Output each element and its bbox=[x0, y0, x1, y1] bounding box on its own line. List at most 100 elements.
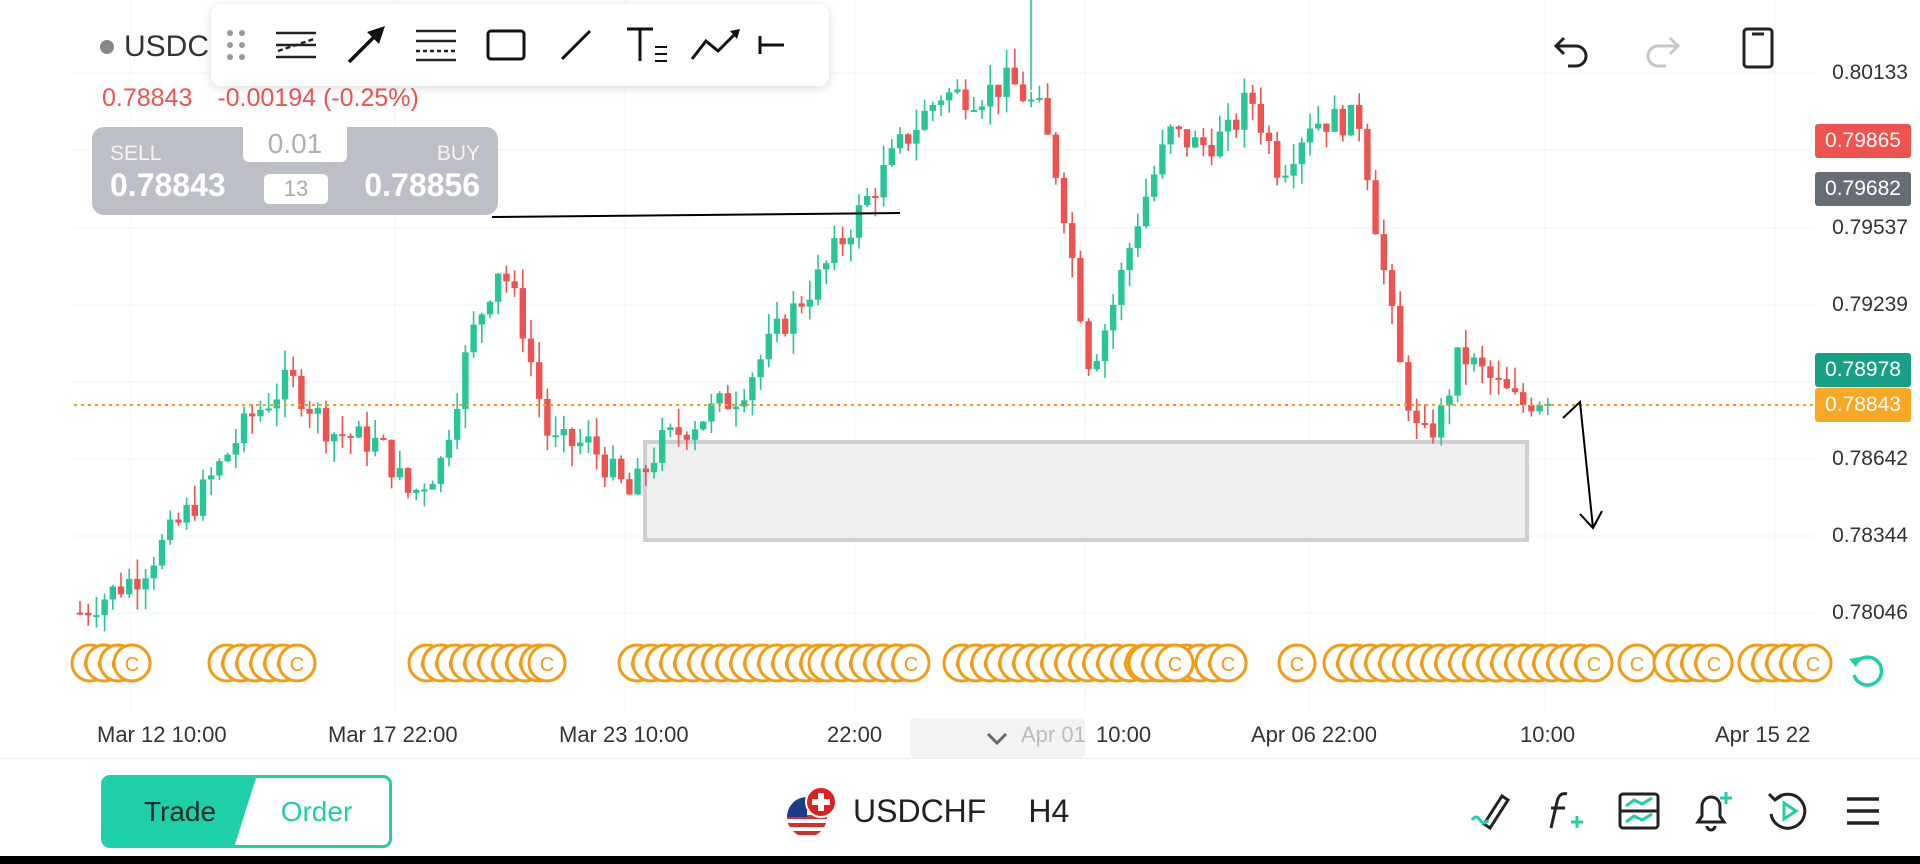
time-axis-label: Apr 01 bbox=[1021, 722, 1086, 747]
candle bbox=[1241, 78, 1248, 148]
candle bbox=[962, 79, 969, 120]
candle bbox=[495, 273, 502, 315]
calendar-event-marker[interactable]: C bbox=[1277, 643, 1317, 683]
price-chart[interactable]: CCCCCCCCCCCCCCCCCCCCCCCCCCCCCCCCCCCCCCCC… bbox=[0, 0, 1920, 760]
candle bbox=[347, 433, 354, 455]
chart-symbol-header[interactable]: USDCI bbox=[100, 30, 217, 64]
candle bbox=[609, 445, 617, 481]
fib-retracement-icon[interactable] bbox=[401, 4, 471, 86]
candle bbox=[265, 393, 272, 413]
calendar-event-marker[interactable]: C bbox=[1694, 643, 1734, 683]
candle bbox=[1380, 219, 1387, 285]
candle bbox=[1151, 165, 1158, 202]
candle bbox=[1479, 345, 1486, 384]
parallel-channel-icon[interactable] bbox=[261, 4, 331, 86]
candle bbox=[937, 95, 945, 116]
candle bbox=[298, 369, 305, 417]
calendar-event-marker[interactable]: C bbox=[891, 643, 931, 683]
candle bbox=[290, 356, 297, 388]
calendar-event-marker[interactable]: C bbox=[277, 643, 317, 683]
candle bbox=[1011, 48, 1018, 85]
calendar-event-marker[interactable]: C bbox=[1208, 643, 1248, 683]
rectangle-icon[interactable] bbox=[471, 4, 541, 86]
drawn-trend-line[interactable] bbox=[491, 212, 901, 218]
candle bbox=[1306, 113, 1314, 156]
redo-icon[interactable] bbox=[1637, 23, 1687, 73]
candle bbox=[855, 194, 863, 249]
price-alert-icon[interactable] bbox=[1688, 786, 1738, 836]
time-axis-crosshair-marker[interactable] bbox=[910, 718, 1085, 758]
candle bbox=[388, 439, 395, 489]
spread-badge: 13 bbox=[264, 174, 328, 204]
economic-events-row[interactable]: CCCCCCCCCCCCCCCCCCCCCCCCCCCCCCCCCCCCCCCC… bbox=[70, 643, 1833, 683]
undo-icon[interactable] bbox=[1547, 23, 1597, 73]
time-axis-label: 10:00 bbox=[1520, 722, 1576, 747]
calendar-event-marker[interactable]: C bbox=[1617, 643, 1657, 683]
candle bbox=[1052, 132, 1059, 185]
svg-text:C: C bbox=[1806, 654, 1820, 676]
calendar-event-marker[interactable]: C bbox=[1574, 643, 1614, 683]
candle bbox=[864, 188, 871, 207]
calendar-event-marker[interactable]: C bbox=[112, 643, 152, 683]
candle bbox=[814, 254, 822, 306]
candle bbox=[240, 406, 248, 453]
order-tab[interactable]: Order bbox=[280, 795, 353, 827]
horizontal-ray-icon[interactable] bbox=[751, 4, 791, 86]
timeframe-label[interactable]: H4 bbox=[1028, 792, 1070, 829]
svg-text:C: C bbox=[290, 654, 304, 676]
chart-templates-icon[interactable] bbox=[1614, 786, 1664, 836]
drawing-tools-icon[interactable] bbox=[1464, 786, 1514, 836]
time-axis-label: Apr 06 22:00 bbox=[1251, 722, 1377, 747]
candle bbox=[380, 434, 387, 441]
rotate-screen-icon[interactable] bbox=[1733, 22, 1783, 72]
candle bbox=[85, 603, 92, 626]
quantity-input[interactable]: 0.01 bbox=[243, 126, 347, 162]
candle bbox=[987, 64, 994, 125]
candle bbox=[1282, 164, 1289, 183]
symbol-name: USDCHF bbox=[853, 792, 987, 829]
calendar-event-marker[interactable]: C bbox=[1155, 643, 1195, 683]
candle bbox=[634, 457, 641, 496]
text-tool-icon[interactable] bbox=[611, 4, 681, 86]
path-tool-icon[interactable] bbox=[681, 4, 751, 86]
candle bbox=[462, 345, 469, 429]
trade-tab[interactable]: Trade bbox=[104, 778, 256, 845]
candle bbox=[1315, 106, 1322, 131]
candle bbox=[741, 389, 748, 413]
buy-button[interactable]: 0.78856 bbox=[364, 167, 480, 203]
time-axis-label: Apr 15 22 bbox=[1715, 722, 1811, 747]
symbol-selector[interactable]: USDCHF H4 bbox=[785, 784, 1069, 838]
drawn-projection-arrow[interactable] bbox=[1562, 399, 1603, 530]
candle bbox=[1003, 50, 1010, 113]
trade-order-toggle[interactable]: Trade Order bbox=[101, 775, 392, 848]
high-price-tag: 0.79865 bbox=[1815, 124, 1911, 158]
candle bbox=[273, 383, 280, 427]
candle bbox=[1036, 85, 1043, 103]
sell-button[interactable]: 0.78843 bbox=[110, 167, 226, 203]
arrow-icon[interactable] bbox=[331, 4, 401, 86]
time-axis-label: Mar 12 10:00 bbox=[97, 722, 227, 747]
calendar-event-marker[interactable]: C bbox=[527, 643, 567, 683]
calendar-event-marker[interactable]: C bbox=[1793, 643, 1833, 683]
indicators-icon[interactable] bbox=[1539, 786, 1589, 836]
candle bbox=[478, 312, 485, 343]
support-zone-rectangle[interactable] bbox=[643, 440, 1529, 542]
price-axis[interactable]: 0.80133 0.79537 0.79239 0.78642 0.78344 … bbox=[1814, 0, 1920, 760]
candle bbox=[700, 420, 707, 431]
reset-chart-icon[interactable] bbox=[1842, 645, 1892, 695]
candle bbox=[1265, 125, 1273, 154]
candle bbox=[691, 420, 699, 451]
candle bbox=[1069, 212, 1076, 278]
candle bbox=[1388, 263, 1396, 325]
drag-handle-icon[interactable] bbox=[211, 4, 261, 86]
time-axis[interactable]: Mar 12 10:00 Mar 17 22:00 Mar 23 10:00 2… bbox=[74, 715, 1814, 755]
candle bbox=[913, 109, 920, 161]
candle bbox=[1544, 397, 1551, 416]
candle bbox=[511, 270, 518, 297]
replay-icon[interactable] bbox=[1763, 786, 1813, 836]
candle bbox=[199, 469, 207, 521]
candle bbox=[1200, 128, 1207, 157]
trend-line-icon[interactable] bbox=[541, 4, 611, 86]
candle bbox=[806, 280, 813, 320]
menu-icon[interactable] bbox=[1838, 786, 1888, 836]
